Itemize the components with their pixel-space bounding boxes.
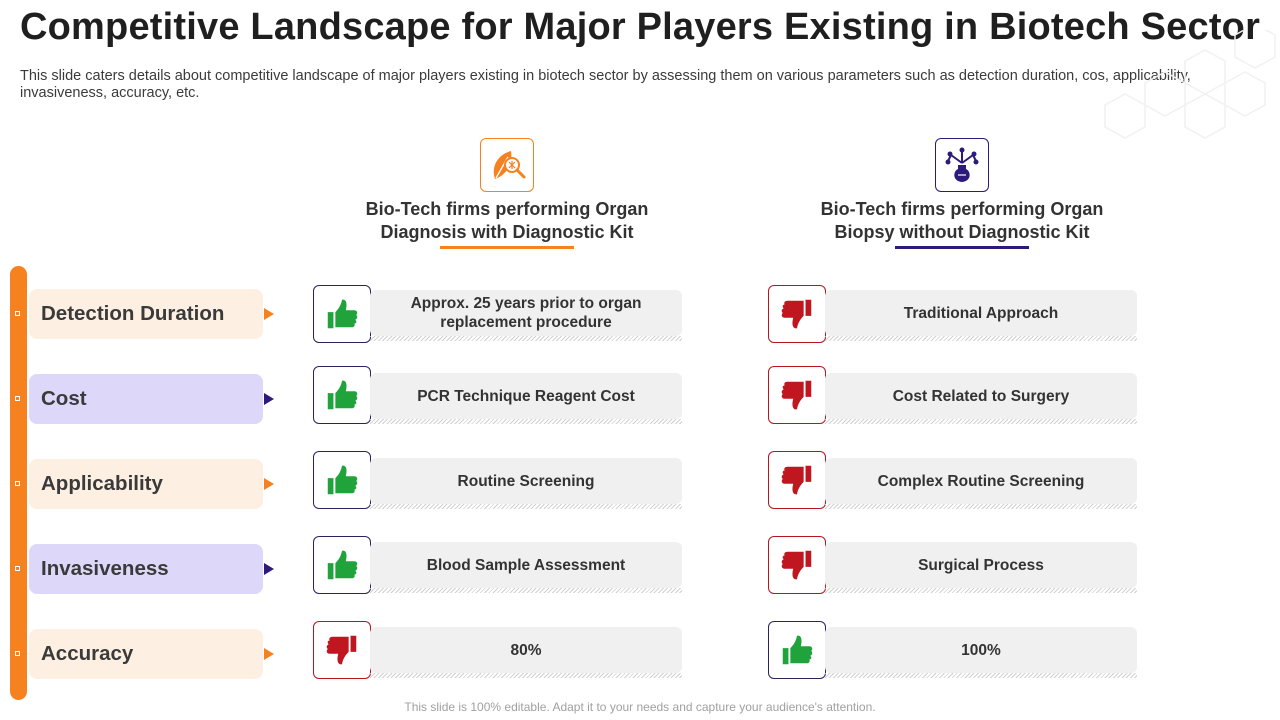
cell-biopsy-accuracy: 100% (825, 627, 1137, 673)
hexagon-pattern-decoration (1104, 30, 1276, 139)
column-header-biopsy: Bio-Tech firms performing Organ Biopsy w… (812, 138, 1112, 249)
cell-shadow (370, 504, 682, 509)
arrow-pointer (264, 308, 274, 320)
column-heading: Bio-Tech firms performing Organ Biopsy w… (820, 199, 1104, 242)
thumbs-up-icon (313, 451, 371, 509)
thumbs-up-icon (313, 285, 371, 343)
slide-title: Competitive Landscape for Major Players … (20, 6, 1261, 48)
parameter-label-applicability: Applicability (29, 459, 263, 509)
cell-diagnosis-invasiveness: Blood Sample Assessment (370, 542, 682, 588)
diagnosis-kit-icon (480, 138, 534, 192)
column-header-diagnosis: Bio-Tech firms performing Organ Diagnosi… (357, 138, 657, 249)
cell-shadow (825, 588, 1137, 593)
thumbs-down-icon (313, 621, 371, 679)
slide-subtitle: This slide caters details about competit… (20, 68, 1191, 101)
thumbs-up-icon (313, 366, 371, 424)
thumbs-down-icon (768, 536, 826, 594)
thumbs-down-icon (768, 366, 826, 424)
cell-diagnosis-applicability: Routine Screening (370, 458, 682, 504)
cell-biopsy-cost: Cost Related to Surgery (825, 373, 1137, 419)
parameter-label-detection-duration: Detection Duration (29, 289, 263, 339)
cell-diagnosis-cost: PCR Technique Reagent Cost (370, 373, 682, 419)
arrow-pointer (264, 478, 274, 490)
parameter-label-cost: Cost (29, 374, 263, 424)
left-accent-bar (10, 266, 27, 700)
column-underline (895, 246, 1029, 249)
bullet-dot (15, 566, 20, 571)
lab-flask-icon (935, 138, 989, 192)
cell-shadow (825, 504, 1137, 509)
arrow-pointer (264, 648, 274, 660)
cell-shadow (825, 673, 1137, 678)
bullet-dot (15, 311, 20, 316)
cell-biopsy-detection-duration: Traditional Approach (825, 290, 1137, 336)
cell-diagnosis-detection-duration: Approx. 25 years prior to organ replacem… (370, 290, 682, 336)
bullet-dot (15, 651, 20, 656)
parameter-label-invasiveness: Invasiveness (29, 544, 263, 594)
cell-shadow (370, 419, 682, 424)
column-heading: Bio-Tech firms performing Organ Diagnosi… (365, 199, 649, 242)
cell-shadow (825, 336, 1137, 341)
cell-biopsy-applicability: Complex Routine Screening (825, 458, 1137, 504)
column-underline (440, 246, 574, 249)
parameter-label-accuracy: Accuracy (29, 629, 263, 679)
cell-biopsy-invasiveness: Surgical Process (825, 542, 1137, 588)
thumbs-up-icon (768, 621, 826, 679)
arrow-pointer (264, 393, 274, 405)
slide-footer-note: This slide is 100% editable. Adapt it to… (404, 700, 876, 714)
cell-shadow (825, 419, 1137, 424)
bullet-dot (15, 481, 20, 486)
cell-shadow (370, 336, 682, 341)
thumbs-down-icon (768, 285, 826, 343)
arrow-pointer (264, 563, 274, 575)
thumbs-up-icon (313, 536, 371, 594)
bullet-dot (15, 396, 20, 401)
cell-shadow (370, 588, 682, 593)
cell-diagnosis-accuracy: 80% (370, 627, 682, 673)
thumbs-down-icon (768, 451, 826, 509)
cell-shadow (370, 673, 682, 678)
